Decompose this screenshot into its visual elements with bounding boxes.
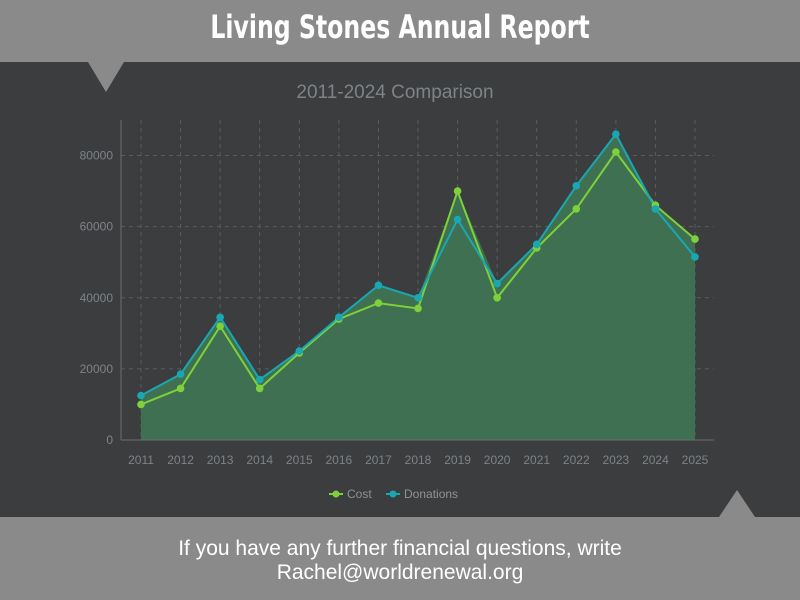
x-tick-label: 2016 — [326, 453, 353, 467]
footer-line-1: If you have any further financial questi… — [178, 537, 622, 560]
point-donations[interactable] — [137, 391, 145, 400]
x-tick-label: 2020 — [484, 453, 511, 467]
point-cost[interactable] — [374, 299, 383, 307]
speech-tail-bottom — [719, 490, 755, 517]
legend-item-donations[interactable]: Donations — [386, 487, 458, 501]
point-donations[interactable] — [572, 181, 581, 190]
axes: 0 20000 40000 60000 80000 2011 2012 2013 2014 201… — [80, 120, 714, 467]
legend-label-donations: Donations — [404, 487, 458, 501]
footer-band — [0, 517, 800, 600]
point-donations[interactable] — [493, 279, 501, 288]
y-tick-label: 80000 — [80, 149, 114, 163]
footer-message: If you have any further financial questi… — [0, 537, 800, 585]
point-donations[interactable] — [335, 313, 343, 322]
point-donations[interactable] — [651, 205, 660, 213]
point-donations[interactable] — [255, 375, 264, 384]
point-cost[interactable] — [414, 304, 422, 313]
point-donations[interactable] — [532, 240, 541, 249]
point-donations[interactable] — [453, 215, 462, 224]
point-cost[interactable] — [691, 235, 699, 243]
legend-label-cost: Cost — [347, 487, 372, 501]
chart-subtitle: 2011-2024 Comparison — [296, 82, 493, 103]
y-tick-label: 60000 — [80, 220, 114, 234]
x-tick-label: 2015 — [286, 453, 313, 467]
point-cost[interactable] — [493, 293, 501, 302]
x-tick-label: 2018 — [405, 453, 432, 467]
x-tick-label: 2025 — [682, 453, 709, 467]
x-tick-label: 2014 — [246, 453, 273, 467]
footer-email[interactable]: Rachel@worldrenewal.org — [276, 561, 524, 584]
area-fill — [141, 134, 695, 440]
chart: 2011-2024 Comparison 0 20000 40000 60000 800… — [80, 82, 714, 501]
series-points — [137, 130, 699, 409]
x-tick-label: 2012 — [167, 453, 194, 467]
x-tick-label: 2011 — [128, 453, 154, 467]
point-donations[interactable] — [414, 293, 422, 302]
x-tick-label: 2022 — [563, 453, 590, 467]
report-title: Living Stones Annual Report — [210, 8, 590, 46]
speech-tail-top — [88, 62, 124, 92]
legend: Cost Donations — [329, 487, 458, 501]
point-donations[interactable] — [295, 347, 304, 355]
point-cost[interactable] — [612, 148, 620, 156]
point-cost[interactable] — [216, 322, 224, 331]
y-tick-label: 40000 — [80, 291, 114, 305]
y-tick-label: 0 — [106, 433, 113, 447]
legend-item-cost[interactable]: Cost — [329, 487, 372, 501]
point-donations[interactable] — [176, 370, 185, 379]
y-tick-label: 20000 — [80, 362, 114, 376]
header-band — [0, 0, 800, 62]
point-cost[interactable] — [255, 384, 264, 393]
point-donations[interactable] — [691, 253, 699, 261]
x-tick-label: 2021 — [523, 453, 550, 467]
point-cost[interactable] — [453, 187, 462, 195]
x-tick-label: 2023 — [603, 453, 630, 467]
point-donations[interactable] — [216, 313, 224, 322]
point-donations[interactable] — [374, 281, 383, 290]
point-cost[interactable] — [176, 384, 185, 393]
x-tick-label: 2019 — [444, 453, 471, 467]
x-tick-label: 2017 — [365, 453, 392, 467]
point-cost[interactable] — [137, 400, 145, 409]
x-tick-label: 2013 — [207, 453, 234, 467]
x-tick-label: 2024 — [642, 453, 669, 467]
area-shape — [141, 134, 695, 440]
point-donations[interactable] — [612, 130, 620, 139]
point-cost[interactable] — [572, 205, 581, 213]
